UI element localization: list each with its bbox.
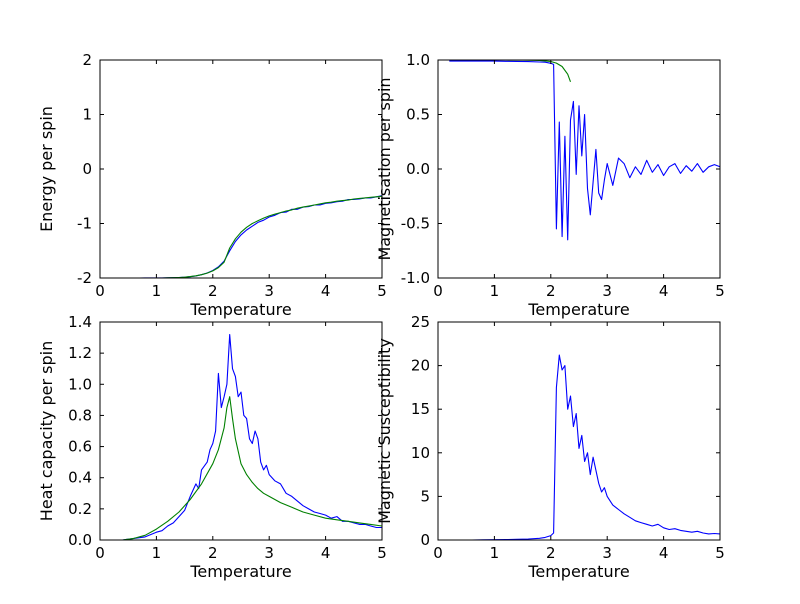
y-axis-label: Magnetisation per spin [375, 77, 394, 260]
y-tick-label: 5 [420, 487, 430, 505]
x-tick-label: 1 [152, 544, 162, 562]
y-tick-label: 0.8 [68, 406, 92, 424]
series-line-simulation [111, 333, 382, 541]
x-tick-label: 3 [264, 282, 274, 300]
x-tick-label: 2 [546, 544, 556, 562]
x-axis-label: Temperature [527, 300, 629, 319]
plot-frame [99, 321, 383, 541]
y-tick-label: -2 [77, 269, 92, 287]
y-axis-label: Magnetic Susceptibility [375, 338, 394, 524]
x-tick-label: 3 [602, 544, 612, 562]
x-tick-label: 0 [95, 544, 105, 562]
y-tick-label: 0.4 [68, 469, 92, 487]
y-tick-label: 20 [411, 357, 430, 375]
x-tick-label: 5 [377, 544, 387, 562]
x-tick-label: 2 [208, 282, 218, 300]
y-axis-label: Heat capacity per spin [37, 341, 56, 521]
subplot-magnetisation: 0 1 2 3 4 5 -1.0 -0.5 0.0 0.5 1.0 Temperature Magnet… [375, 51, 725, 319]
x-tick-label: 5 [715, 544, 725, 562]
series-line-analytic [111, 396, 383, 541]
plot-area [438, 60, 720, 278]
x-tick-label: 2 [546, 282, 556, 300]
y-tick-label: 1.4 [68, 313, 92, 331]
x-tick-label: 1 [490, 544, 500, 562]
x-tick-label: 4 [659, 282, 669, 300]
y-tick-label: 0.6 [68, 438, 92, 456]
plot-area [100, 60, 382, 278]
subplot-heat-capacity: 0 1 2 3 4 5 0.0 0.2 0.4 0.6 0.8 1.0 1.2 1.4 Temperatur… [37, 313, 387, 581]
y-tick-label: -1 [77, 215, 92, 233]
x-tick-label: 0 [433, 544, 443, 562]
y-tick-label: 0.5 [406, 106, 430, 124]
y-tick-label: 10 [411, 444, 430, 462]
y-tick-label: 1 [82, 106, 92, 124]
x-tick-label: 5 [715, 282, 725, 300]
y-tick-label: 0.0 [406, 160, 430, 178]
plot-area [100, 322, 382, 540]
y-tick-label: 0 [82, 160, 92, 178]
y-tick-label: -0.5 [401, 215, 430, 233]
x-tick-label: 4 [321, 544, 331, 562]
x-tick-label: 3 [264, 544, 274, 562]
x-tick-label: 1 [152, 282, 162, 300]
x-tick-label: 3 [602, 282, 612, 300]
y-tick-label: -1.0 [401, 269, 430, 287]
x-tick-label: 4 [659, 544, 669, 562]
y-axis-label: Energy per spin [37, 106, 56, 232]
y-tick-label: 1.0 [68, 375, 92, 393]
x-tick-label: 0 [433, 282, 443, 300]
y-tick-label: 0 [420, 531, 430, 549]
x-tick-label: 4 [321, 282, 331, 300]
series-line-simulation [449, 354, 721, 541]
y-tick-label: 15 [411, 400, 430, 418]
y-tick-label: 0.0 [68, 531, 92, 549]
x-tick-label: 0 [95, 282, 105, 300]
y-tick-label: 2 [82, 51, 92, 69]
x-axis-label: Temperature [527, 562, 629, 581]
x-axis-label: Temperature [189, 562, 291, 581]
y-tick-label: 0.2 [68, 500, 92, 518]
subplot-susceptibility: 0 1 2 3 4 5 0 5 10 15 20 25 Temperature Magnetic Susc… [375, 313, 725, 581]
x-tick-label: 5 [377, 282, 387, 300]
plot-frame [437, 321, 721, 541]
y-tick-label: 1.2 [68, 344, 92, 362]
x-tick-label: 2 [208, 544, 218, 562]
y-tick-label: 1.0 [406, 51, 430, 69]
series-line-simulation [449, 60, 721, 241]
x-axis-label: Temperature [189, 300, 291, 319]
y-tick-label: 25 [411, 313, 430, 331]
plot-area [438, 322, 720, 540]
x-tick-label: 1 [490, 282, 500, 300]
